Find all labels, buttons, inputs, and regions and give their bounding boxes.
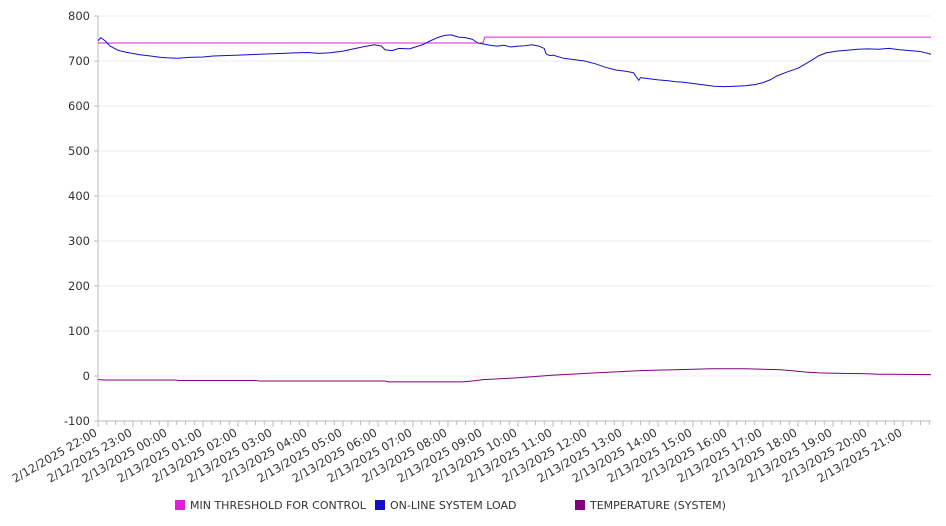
axes bbox=[94, 15, 931, 427]
series-line-temperature-system bbox=[97, 368, 932, 383]
y-tick-label: 200 bbox=[68, 279, 90, 293]
series-line-min-threshold-for-control bbox=[98, 36, 931, 44]
series-line-on-line-system-load bbox=[97, 34, 932, 88]
y-tick-label: 500 bbox=[68, 144, 90, 158]
y-tick-label: -100 bbox=[64, 414, 90, 428]
legend-swatch bbox=[575, 500, 585, 510]
legend-label: ON-LINE SYSTEM LOAD bbox=[390, 499, 516, 512]
legend-swatch bbox=[375, 500, 385, 510]
y-tick-labels: -100 0 100 200 300 400 500 600 700 800 bbox=[64, 9, 90, 428]
y-tick-label: 400 bbox=[68, 189, 90, 203]
y-tick-label: 0 bbox=[83, 369, 90, 383]
gridlines bbox=[98, 15, 931, 377]
series-lines bbox=[97, 34, 932, 383]
legend: MIN THRESHOLD FOR CONTROL ON-LINE SYSTEM … bbox=[175, 499, 726, 512]
y-tick-label: 600 bbox=[68, 99, 90, 113]
y-tick-label: 300 bbox=[68, 234, 90, 248]
x-tick-labels: 2/12/2025 22:002/12/2025 23:002/13/2025 … bbox=[10, 425, 905, 485]
legend-label: MIN THRESHOLD FOR CONTROL bbox=[190, 499, 367, 512]
legend-label: TEMPERATURE (SYSTEM) bbox=[589, 499, 726, 512]
y-tick-label: 800 bbox=[68, 9, 90, 23]
y-tick-label: 700 bbox=[68, 54, 90, 68]
y-tick-label: 100 bbox=[68, 324, 90, 338]
legend-swatch bbox=[175, 500, 185, 510]
